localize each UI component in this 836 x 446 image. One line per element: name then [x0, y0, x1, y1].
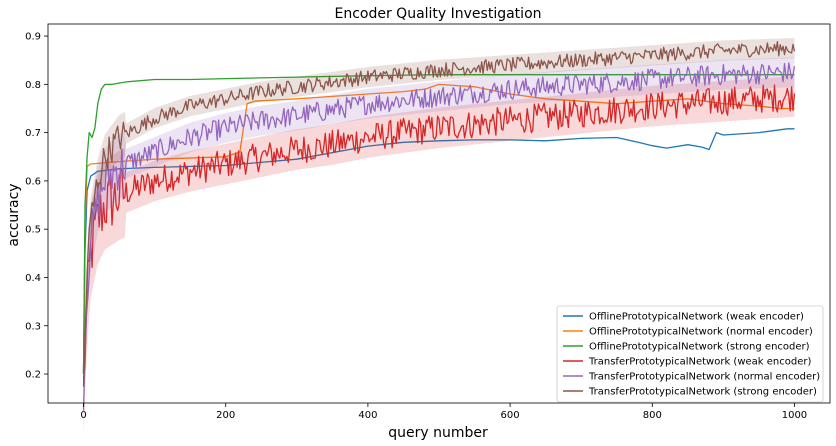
- x-tick-label-0: 0: [80, 410, 86, 421]
- series-line-2: [82, 74, 795, 375]
- legend-entry-1: OfflinePrototypicalNetwork (normal encod…: [589, 327, 813, 338]
- y-tick-label-4: 0.6: [25, 176, 41, 187]
- series-line-3: [82, 84, 796, 379]
- series-layer: [82, 38, 796, 434]
- y-tick-label-2: 0.4: [25, 273, 41, 284]
- x-tick-label-1: 200: [216, 410, 235, 421]
- plot-area-frame: [47, 23, 831, 404]
- x-axis-label: query number: [388, 425, 488, 441]
- y-tick-label-5: 0.7: [25, 128, 41, 139]
- x-tick-label-3: 600: [501, 410, 520, 421]
- y-tick-label-1: 0.3: [25, 321, 41, 332]
- legend: OfflinePrototypicalNetwork (weak encoder…: [556, 305, 824, 403]
- legend-entry-4: TransferPrototypicalNetwork (normal enco…: [588, 372, 820, 383]
- y-tick-label-0: 0.2: [25, 370, 41, 381]
- y-tick-label-6: 0.8: [25, 80, 41, 91]
- series-band-3: [83, 76, 795, 434]
- x-tick-label-4: 800: [643, 410, 662, 421]
- series-line-5: [82, 41, 796, 387]
- series-line-4: [82, 62, 796, 411]
- y-axis-label: accuracy: [6, 183, 22, 246]
- ticks-layer: 0 200 400 600 800 1000 0.2 0.3 0.4 0.5 0.6 0.7 0.8 0.…: [25, 32, 807, 421]
- series-line-1: [82, 83, 795, 375]
- legend-entry-3: TransferPrototypicalNetwork (weak encode…: [588, 357, 811, 368]
- legend-box: [556, 305, 824, 403]
- chart-title: Encoder Quality Investigation: [334, 6, 541, 22]
- legend-entry-2: OfflinePrototypicalNetwork (strong encod…: [589, 342, 810, 353]
- x-tick-label-2: 400: [358, 410, 377, 421]
- legend-entry-0: OfflinePrototypicalNetwork (weak encoder…: [589, 312, 804, 323]
- legend-entry-5: TransferPrototypicalNetwork (strong enco…: [588, 387, 817, 398]
- y-tick-label-7: 0.9: [25, 32, 41, 43]
- y-tick-label-3: 0.5: [25, 225, 41, 236]
- x-tick-label-5: 1000: [782, 410, 807, 421]
